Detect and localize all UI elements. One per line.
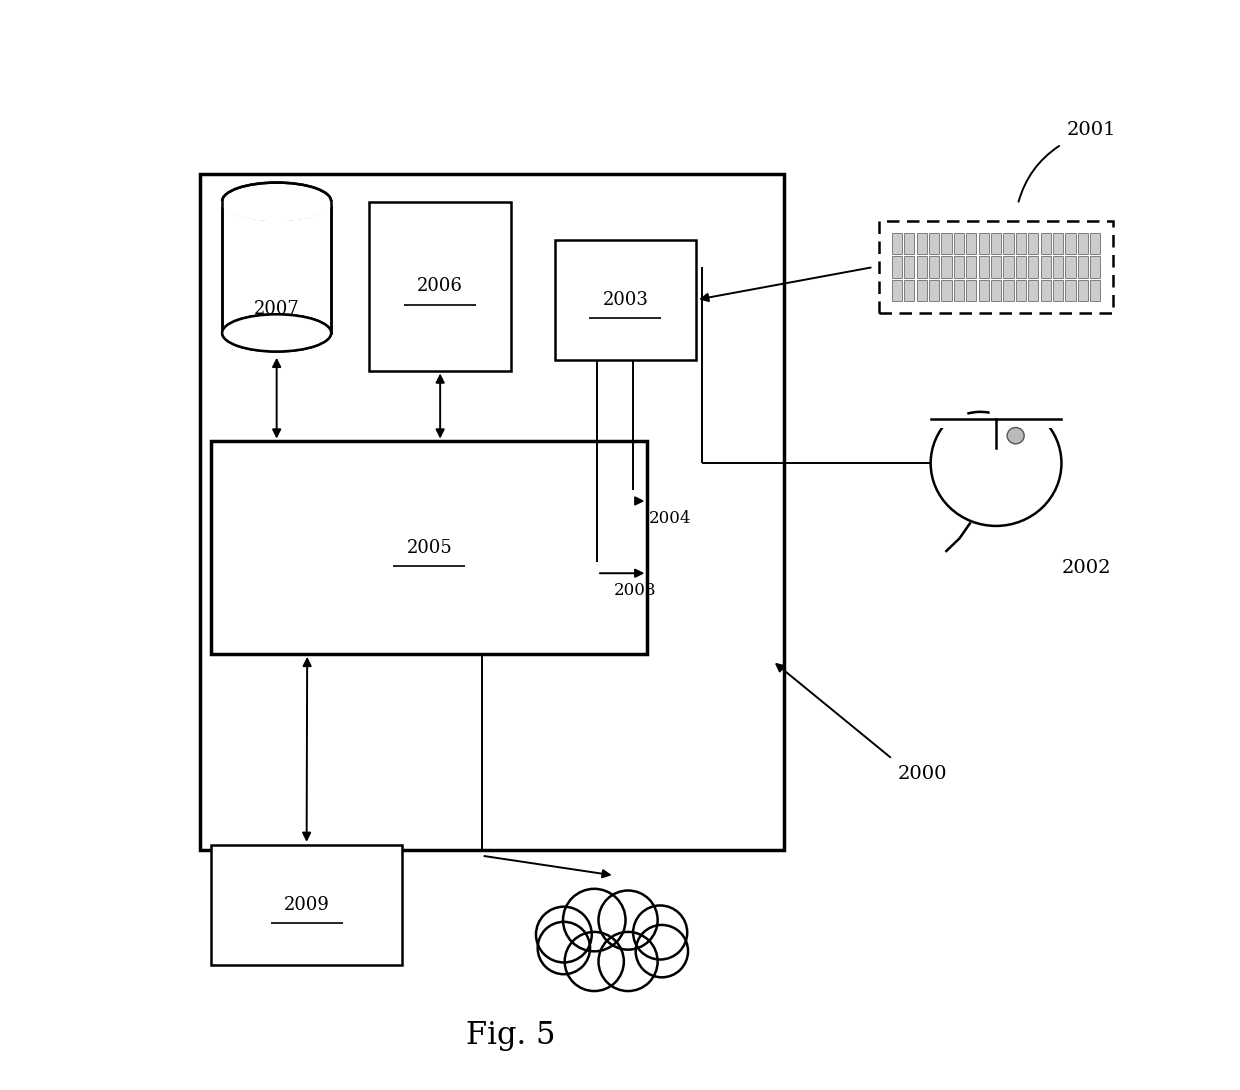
FancyBboxPatch shape — [954, 256, 963, 278]
FancyBboxPatch shape — [978, 256, 988, 278]
FancyBboxPatch shape — [929, 233, 939, 254]
FancyBboxPatch shape — [1016, 233, 1025, 254]
FancyBboxPatch shape — [931, 397, 1061, 428]
FancyBboxPatch shape — [1053, 233, 1063, 254]
Circle shape — [536, 907, 591, 962]
FancyBboxPatch shape — [892, 280, 901, 301]
FancyBboxPatch shape — [991, 256, 1001, 278]
FancyBboxPatch shape — [1040, 256, 1050, 278]
FancyBboxPatch shape — [1053, 256, 1063, 278]
Ellipse shape — [222, 314, 331, 352]
FancyBboxPatch shape — [1090, 280, 1100, 301]
FancyBboxPatch shape — [966, 280, 976, 301]
FancyBboxPatch shape — [991, 280, 1001, 301]
FancyBboxPatch shape — [1065, 233, 1075, 254]
FancyBboxPatch shape — [941, 233, 951, 254]
FancyBboxPatch shape — [991, 233, 1001, 254]
FancyBboxPatch shape — [904, 256, 914, 278]
Circle shape — [563, 888, 625, 952]
Text: 2007: 2007 — [254, 300, 300, 318]
FancyBboxPatch shape — [929, 280, 939, 301]
FancyBboxPatch shape — [1065, 280, 1075, 301]
FancyBboxPatch shape — [978, 280, 988, 301]
Text: 2005: 2005 — [407, 538, 453, 557]
Circle shape — [564, 932, 624, 991]
Circle shape — [599, 891, 657, 949]
FancyBboxPatch shape — [1003, 280, 1013, 301]
Text: 2000: 2000 — [898, 764, 947, 783]
FancyBboxPatch shape — [892, 256, 901, 278]
FancyBboxPatch shape — [370, 202, 511, 371]
FancyBboxPatch shape — [1016, 280, 1025, 301]
FancyBboxPatch shape — [1090, 233, 1100, 254]
Text: 2002: 2002 — [1061, 559, 1111, 577]
Circle shape — [634, 906, 687, 959]
FancyBboxPatch shape — [1003, 256, 1013, 278]
FancyBboxPatch shape — [929, 256, 939, 278]
Ellipse shape — [219, 181, 334, 221]
FancyBboxPatch shape — [1028, 280, 1038, 301]
Text: 2008: 2008 — [614, 582, 656, 600]
FancyBboxPatch shape — [954, 233, 963, 254]
FancyBboxPatch shape — [941, 256, 951, 278]
Text: 2001: 2001 — [1066, 121, 1116, 140]
FancyBboxPatch shape — [1040, 280, 1050, 301]
FancyBboxPatch shape — [554, 240, 697, 360]
FancyBboxPatch shape — [1040, 233, 1050, 254]
FancyBboxPatch shape — [1090, 256, 1100, 278]
Text: 2009: 2009 — [284, 896, 330, 913]
FancyBboxPatch shape — [1078, 256, 1087, 278]
FancyBboxPatch shape — [941, 280, 951, 301]
FancyBboxPatch shape — [1028, 233, 1038, 254]
FancyBboxPatch shape — [211, 845, 402, 965]
Text: 2004: 2004 — [649, 510, 692, 526]
FancyBboxPatch shape — [1053, 280, 1063, 301]
FancyBboxPatch shape — [222, 202, 331, 332]
FancyBboxPatch shape — [879, 221, 1114, 314]
Circle shape — [599, 932, 657, 991]
FancyBboxPatch shape — [201, 174, 784, 850]
FancyBboxPatch shape — [211, 441, 647, 654]
Circle shape — [538, 922, 590, 974]
FancyBboxPatch shape — [904, 233, 914, 254]
FancyBboxPatch shape — [904, 280, 914, 301]
FancyBboxPatch shape — [1065, 256, 1075, 278]
FancyBboxPatch shape — [1078, 280, 1087, 301]
Ellipse shape — [931, 401, 1061, 526]
FancyBboxPatch shape — [966, 233, 976, 254]
FancyBboxPatch shape — [978, 233, 988, 254]
Text: 2500: 2500 — [591, 934, 637, 952]
Ellipse shape — [222, 183, 331, 220]
FancyBboxPatch shape — [1078, 233, 1087, 254]
FancyBboxPatch shape — [1016, 256, 1025, 278]
FancyBboxPatch shape — [916, 256, 926, 278]
FancyBboxPatch shape — [892, 233, 901, 254]
Ellipse shape — [1007, 427, 1024, 444]
FancyBboxPatch shape — [966, 256, 976, 278]
Circle shape — [636, 925, 688, 978]
Ellipse shape — [222, 314, 331, 352]
FancyBboxPatch shape — [1003, 233, 1013, 254]
Text: 2006: 2006 — [417, 277, 463, 295]
Text: Fig. 5: Fig. 5 — [466, 1020, 556, 1051]
FancyBboxPatch shape — [916, 280, 926, 301]
Text: 2003: 2003 — [603, 291, 649, 308]
FancyBboxPatch shape — [1028, 256, 1038, 278]
FancyBboxPatch shape — [954, 280, 963, 301]
FancyBboxPatch shape — [916, 233, 926, 254]
